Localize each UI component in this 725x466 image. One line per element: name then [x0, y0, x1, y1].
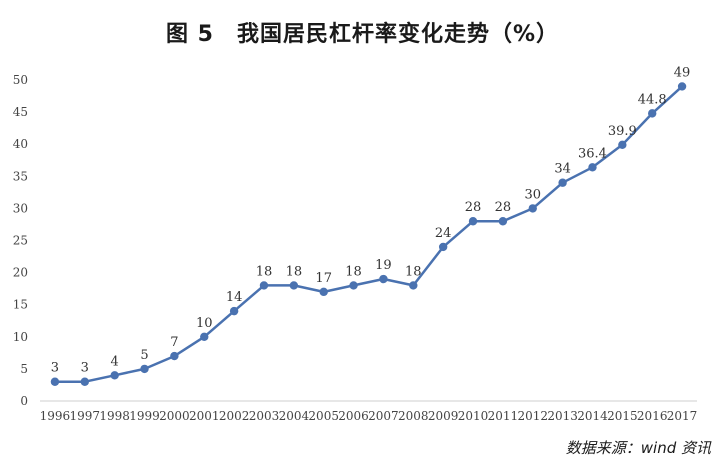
data-point — [498, 217, 508, 226]
data-point — [110, 371, 119, 380]
data-label: 36.4 — [578, 146, 607, 161]
x-tick-label: 2006 — [338, 409, 369, 423]
x-tick-label: 2007 — [368, 409, 399, 423]
x-tick-label: 1999 — [129, 409, 160, 423]
data-point — [648, 109, 657, 118]
data-label: 4 — [111, 354, 119, 369]
data-point — [588, 163, 597, 172]
data-label: 30 — [524, 187, 541, 202]
x-tick-label: 2015 — [607, 409, 638, 423]
x-tick-label: 2008 — [398, 409, 429, 423]
data-point — [259, 281, 269, 290]
x-tick-label: 2009 — [428, 409, 459, 423]
data-label: 28 — [465, 200, 482, 215]
data-label: 19 — [375, 258, 392, 273]
x-tick-label: 2002 — [219, 409, 250, 423]
data-point — [200, 332, 209, 341]
data-label: 10 — [196, 316, 213, 331]
data-label: 14 — [226, 290, 243, 305]
data-label: 5 — [140, 348, 148, 363]
data-point — [289, 281, 299, 290]
data-label: 28 — [495, 200, 512, 215]
data-point — [80, 377, 89, 386]
data-point — [677, 82, 687, 91]
data-point — [140, 364, 149, 374]
data-label: 44.8 — [638, 92, 667, 107]
x-tick-label: 2003 — [249, 409, 280, 423]
data-label: 18 — [405, 264, 422, 279]
y-tick-label: 5 — [20, 362, 28, 376]
data-label: 3 — [51, 361, 59, 376]
y-tick-label: 45 — [13, 105, 28, 119]
y-tick-labels: 0 5 10 15 20 25 30 35 40 45 50 — [13, 73, 28, 408]
data-point — [468, 217, 478, 226]
y-tick-label: 35 — [13, 169, 28, 183]
data-point — [409, 281, 418, 290]
y-tick-label: 40 — [13, 137, 28, 151]
y-tick-label: 10 — [13, 330, 28, 344]
x-tick-label: 2017 — [667, 409, 698, 423]
y-tick-label: 15 — [13, 298, 28, 312]
data-label: 18 — [345, 264, 362, 279]
data-label: 18 — [286, 264, 303, 279]
data-point — [379, 274, 388, 284]
data-label: 18 — [256, 264, 273, 279]
y-tick-label: 30 — [13, 201, 28, 215]
y-tick-label: 25 — [13, 234, 28, 248]
data-point — [229, 306, 239, 316]
y-tick-label: 0 — [20, 394, 28, 408]
x-tick-label: 1997 — [70, 409, 101, 423]
data-point — [319, 287, 328, 297]
x-tick-label: 2010 — [458, 409, 489, 423]
data-label: 39.9 — [608, 124, 637, 139]
data-source-note: 数据来源：wind 资讯 — [565, 439, 711, 457]
x-tick-label: 2016 — [637, 409, 668, 423]
y-tick-label: 50 — [13, 73, 28, 87]
y-tick-label: 20 — [13, 266, 28, 280]
x-tick-label: 2012 — [517, 409, 548, 423]
x-tick-label: 2014 — [577, 409, 608, 423]
x-tick-label: 1996 — [40, 409, 71, 423]
x-tick-label: 2004 — [279, 409, 310, 423]
x-tick-label: 2013 — [547, 409, 578, 423]
chart-title: 图 5 我国居民杠杆率变化走势（%） — [165, 22, 559, 47]
data-label: 24 — [435, 226, 452, 241]
x-tick-labels: 1996 1997 1998 1999 2000 2001 2002 2003 2004 2005… — [40, 409, 698, 423]
data-label: 34 — [554, 162, 571, 177]
x-tick-label: 2011 — [488, 409, 519, 423]
x-tick-label: 2005 — [308, 409, 339, 423]
x-tick-label: 1998 — [99, 409, 130, 423]
x-tick-label: 2001 — [189, 409, 220, 423]
series-line — [54, 85, 683, 383]
data-point — [438, 242, 448, 252]
data-label: 17 — [315, 271, 332, 286]
data-label: 3 — [81, 361, 89, 376]
data-label: 7 — [170, 335, 178, 350]
data-point — [50, 377, 60, 386]
data-point — [558, 178, 567, 187]
data-label: 49 — [674, 65, 691, 80]
data-point — [170, 351, 179, 361]
data-point — [349, 281, 358, 290]
data-point — [528, 204, 537, 213]
x-tick-label: 2000 — [159, 409, 190, 423]
data-point — [618, 140, 627, 150]
